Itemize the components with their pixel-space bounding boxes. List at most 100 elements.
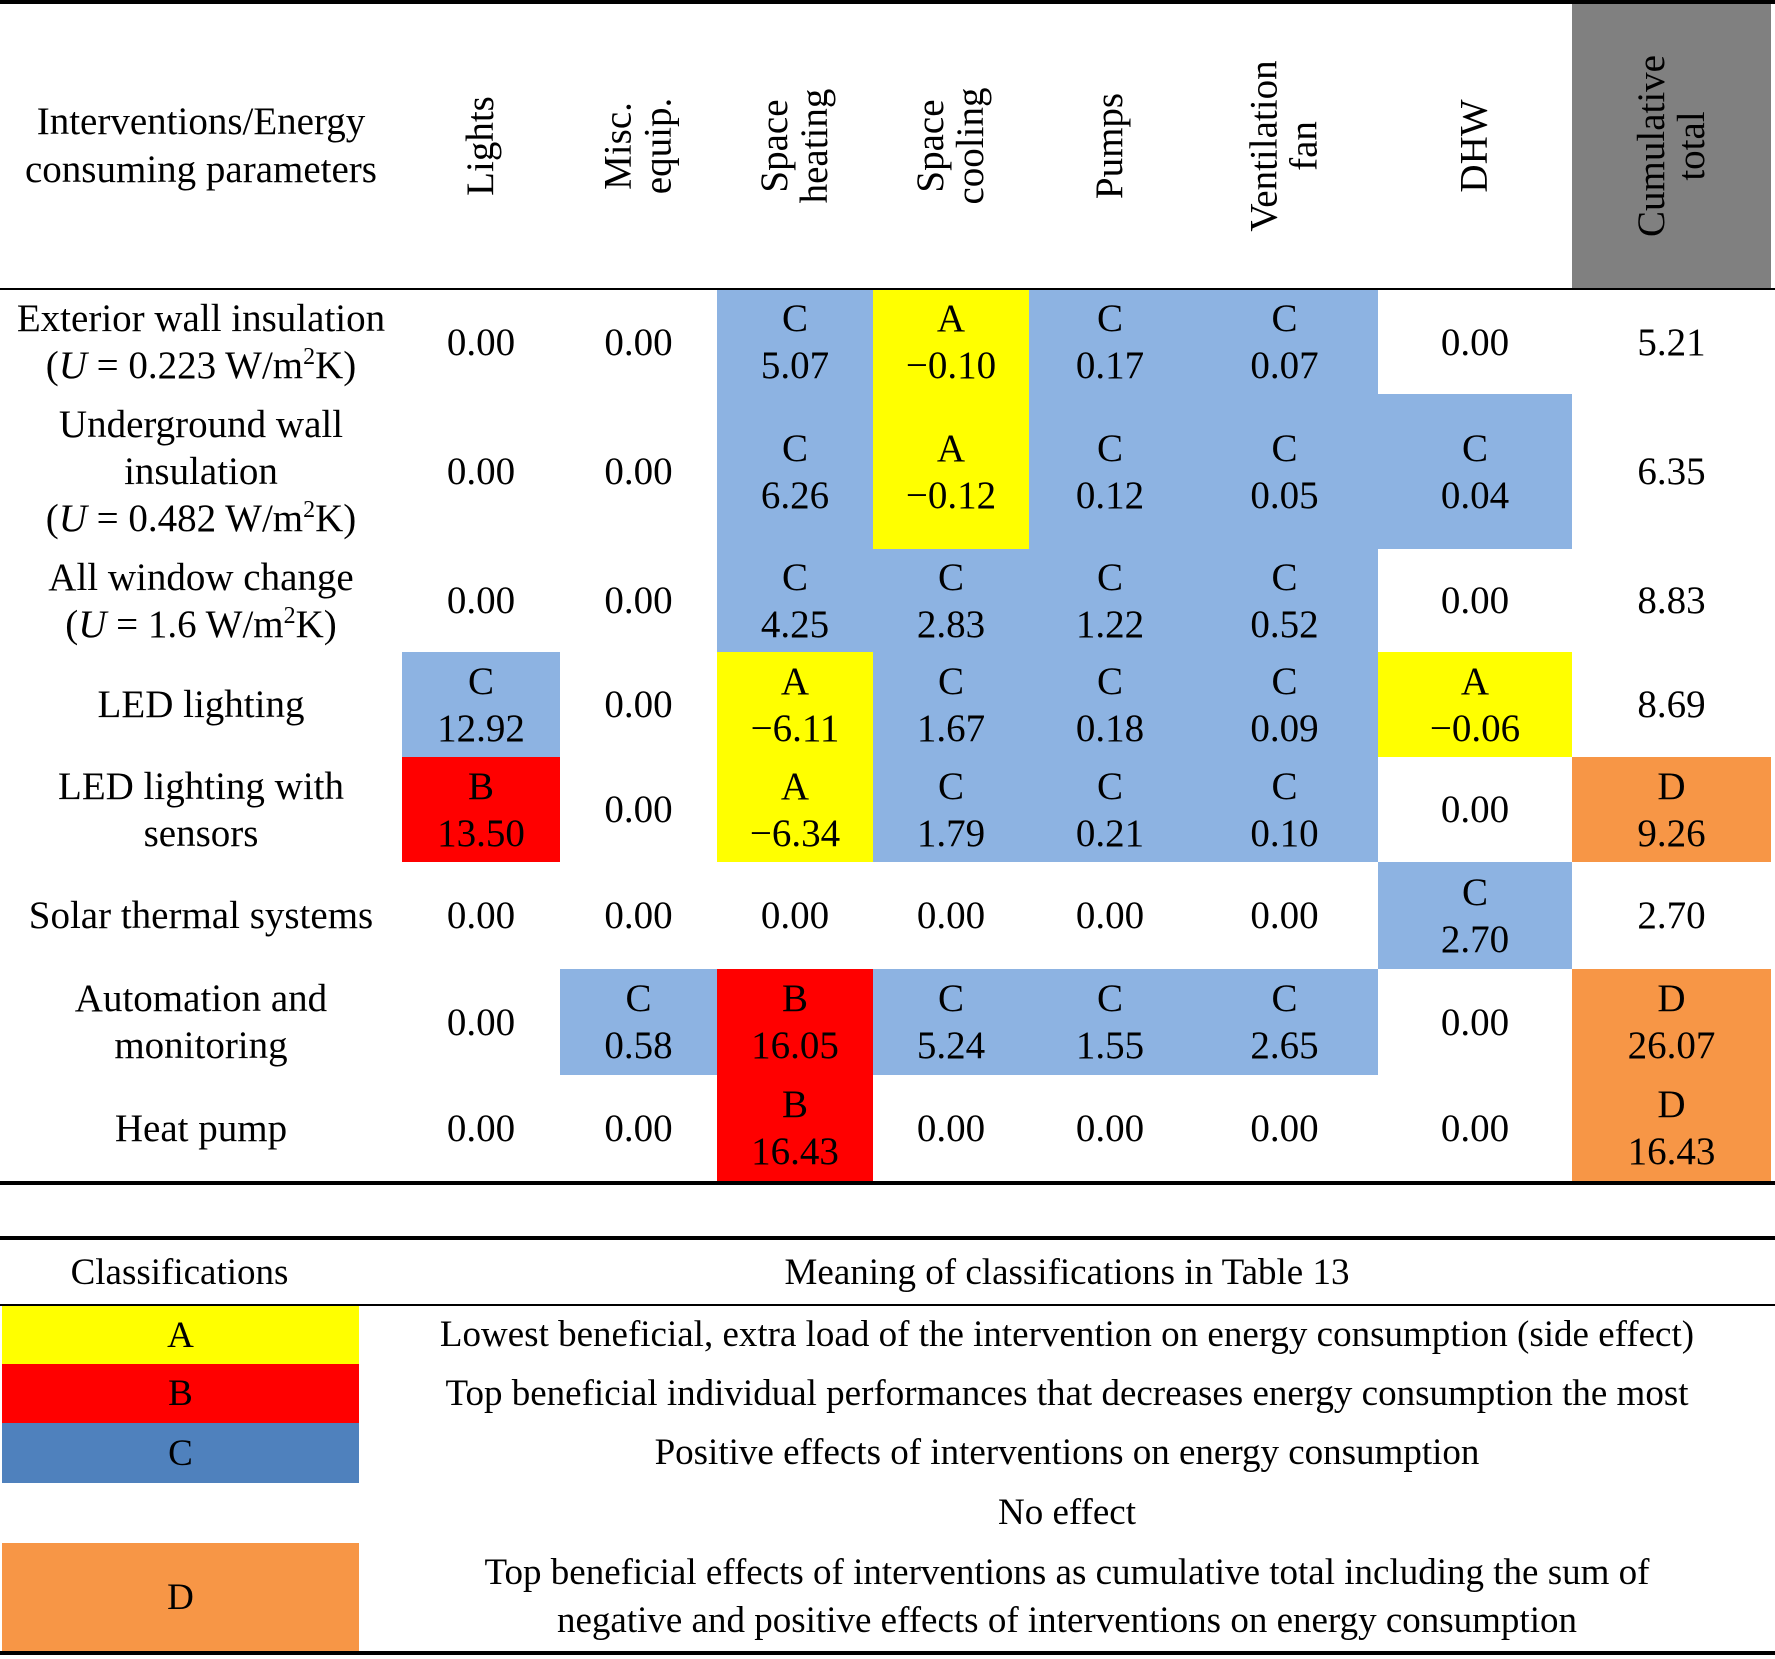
table-cell: 0.00 (1191, 1075, 1378, 1181)
cell-value: 0.00 (446, 320, 516, 364)
cell-class: C (1096, 297, 1123, 340)
row-label: All window change (U = 1.6 W/m2K) (0, 549, 402, 652)
cell-value: 0.00 (916, 894, 986, 937)
legend-bottom-rule (0, 1651, 1775, 1655)
cell-class: C (781, 555, 808, 599)
table-row: LED lighting C 12.92 0.00 A −6.11 C 1.67 C 0.18 C 0… (0, 652, 1775, 757)
u-value-text: (U = 0.482 W/m2K) (45, 497, 357, 540)
cell-value: 0.00 (1075, 1106, 1145, 1150)
cell-value: 0.00 (1440, 1106, 1510, 1150)
cell-value: −6.34 (749, 811, 841, 855)
table-row: Underground wall insulation (U = 0.482 W/… (0, 394, 1775, 549)
cell-value: 6.26 (760, 473, 830, 517)
legend-row: B Top beneficial individual performances … (0, 1364, 1775, 1423)
cell-class: C (1461, 870, 1488, 914)
row-label-text: Exterior wall insulation (16, 297, 386, 340)
table-row: Heat pump 0.00 0.00 B 16.43 0.00 0.00 0.00 0.00 D… (0, 1075, 1775, 1181)
cell-value: 0.00 (1440, 320, 1510, 364)
table-cell: A −0.06 (1378, 652, 1572, 757)
row-label: LED lighting (0, 652, 402, 757)
cell-value: 9.26 (1637, 811, 1706, 855)
row-label: Solar thermal systems (0, 862, 402, 969)
table-cell: B 13.50 (402, 757, 560, 862)
cell-value: 16.43 (1627, 1130, 1716, 1173)
table-cell: 0.00 (1378, 290, 1572, 394)
cell-value: −0.12 (905, 473, 997, 517)
column-header-2: Space heating (717, 4, 873, 288)
cell-value: 8.83 (1637, 579, 1706, 622)
table-cell: 0.00 (402, 290, 560, 394)
table-cell: A −0.10 (873, 290, 1029, 394)
cell-class: C (1271, 764, 1298, 808)
table-cell: 0.00 (560, 394, 717, 549)
u-value-text: (U = 0.223 W/m2K) (45, 344, 357, 387)
table-cell: C 0.18 (1029, 652, 1191, 757)
cell-value: 0.00 (1250, 1106, 1319, 1150)
table-cell: C 0.04 (1378, 394, 1572, 549)
table-cell: C 12.92 (402, 652, 560, 757)
table-cell: 0.00 (402, 969, 560, 1075)
cell-value: 26.07 (1627, 1024, 1716, 1067)
cell-value: 13.50 (437, 811, 525, 855)
column-header-text: Pumps (1087, 92, 1131, 200)
table-cell: 8.83 (1572, 549, 1771, 652)
table-cell: 0.00 (560, 862, 717, 969)
table-cell: C 2.83 (873, 549, 1029, 652)
u-value: 0.482 (128, 497, 217, 540)
legend-top-rule (0, 1236, 1775, 1240)
table-cell: 2.70 (1572, 862, 1771, 969)
table-cell: C 1.55 (1029, 969, 1191, 1075)
cell-value: 1.67 (916, 706, 986, 750)
cell-value: 2.65 (1250, 1024, 1319, 1067)
table-cell: C 0.07 (1191, 290, 1378, 394)
legend-row: C Positive effects of interventions on en… (0, 1423, 1775, 1483)
table-cell: 5.21 (1572, 290, 1771, 394)
cell-class: C (937, 555, 964, 599)
table-cell: C 6.26 (717, 394, 873, 549)
cell-value: 0.00 (446, 894, 516, 937)
cell-value: 0.00 (604, 683, 673, 726)
legend-swatch: C (2, 1423, 359, 1483)
cell-class: D (1657, 1083, 1686, 1126)
table-cell: 0.00 (402, 1075, 560, 1181)
column-header-5: Ventilation fan (1191, 4, 1378, 288)
cell-value: 0.00 (446, 450, 516, 493)
cell-class: C (1271, 659, 1298, 703)
table-cell: A −6.11 (717, 652, 873, 757)
cell-value: 2.70 (1637, 894, 1706, 937)
cell-value: −0.06 (1429, 706, 1521, 750)
table-cell: C 2.70 (1378, 862, 1572, 969)
cell-class: C (467, 659, 494, 703)
table-cell: D 26.07 (1572, 969, 1771, 1075)
cell-value: 0.00 (604, 894, 673, 937)
table-cell: 0.00 (402, 862, 560, 969)
cell-class: C (625, 977, 652, 1020)
legend-meaning: Positive effects of interventions on ene… (654, 1432, 1480, 1473)
column-header-text: Space heating (753, 88, 836, 204)
table-cell: 0.00 (560, 652, 717, 757)
cell-value: 0.07 (1250, 344, 1319, 387)
table-bottom-rule (0, 1181, 1775, 1185)
legend-header-meaning: Meaning of classifications in Table 13 (784, 1251, 1350, 1293)
u-value: 1.6 (147, 602, 197, 646)
table-cell: A −6.34 (717, 757, 873, 862)
table-cell: C 0.58 (560, 969, 717, 1075)
cell-value: 0.00 (446, 1106, 516, 1150)
column-header-7: Cumulative total (1572, 4, 1771, 288)
table-row: All window change (U = 1.6 W/m2K) 0.00 0.00… (0, 549, 1775, 652)
legend-row: A Lowest beneficial, extra load of the in… (0, 1306, 1775, 1364)
row-label: Exterior wall insulation (U = 0.223 W/m2K… (0, 290, 402, 394)
cell-class: C (1096, 977, 1123, 1020)
cell-value: 0.10 (1250, 811, 1319, 855)
table-cell: D 16.43 (1572, 1075, 1771, 1181)
row-label-text: Automation and monitoring (74, 977, 328, 1067)
column-header-3: Space cooling (873, 4, 1029, 288)
cell-value: 0.12 (1075, 473, 1145, 517)
cell-value: 5.07 (760, 344, 830, 387)
table-row: Solar thermal systems 0.00 0.00 0.00 0.00 0.0… (0, 862, 1775, 969)
cell-value: 0.58 (604, 1024, 673, 1067)
table-cell: C 0.12 (1029, 394, 1191, 549)
column-header-text: Cumulative total (1629, 55, 1713, 237)
row-label: Automation and monitoring (0, 969, 402, 1075)
cell-value: 0.04 (1440, 473, 1510, 517)
